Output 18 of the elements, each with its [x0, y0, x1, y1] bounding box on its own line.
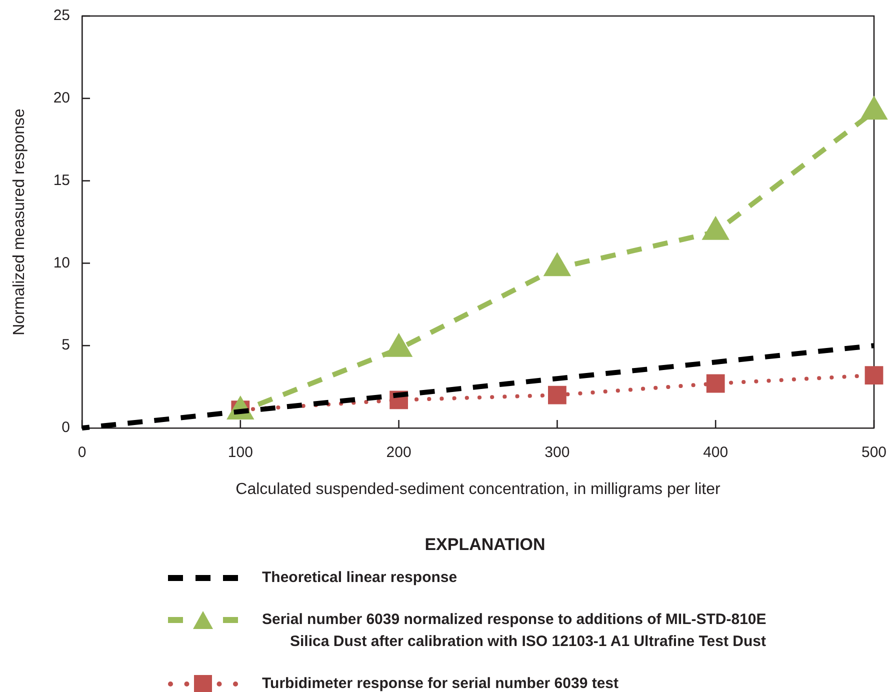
x-tick-label: 500 — [861, 444, 887, 462]
legend-label: Turbidimeter response for serial number 6039 test — [262, 674, 620, 692]
y-tick-label: 20 — [53, 90, 70, 107]
legend-title: EXPLANATION — [424, 535, 546, 555]
x-tick-label: 300 — [544, 444, 570, 462]
x-tick-label: 200 — [386, 444, 412, 462]
y-tick-label: 15 — [53, 172, 70, 189]
y-axis-title: Normalized measured response — [11, 108, 28, 336]
legend-label: Serial number 6039 normalized response to additions of MIL-STD-810E Silica Dust after calibration with ISO 12103-1 A1 Ultrafine Test Dust — [262, 610, 768, 652]
y-tick-label: 10 — [53, 254, 70, 272]
y-tick-label: 0 — [62, 419, 70, 436]
x-tick-label: 0 — [78, 444, 86, 462]
x-tick-label: 400 — [703, 444, 728, 462]
x-tick-label: 100 — [228, 444, 253, 462]
y-tick-label: 25 — [53, 7, 70, 24]
x-axis-title: Calculated suspended-sediment concentration, in milligrams per liter — [236, 480, 722, 498]
legend-label: Theoretical linear response — [262, 568, 458, 588]
y-tick-label: 5 — [62, 336, 70, 354]
